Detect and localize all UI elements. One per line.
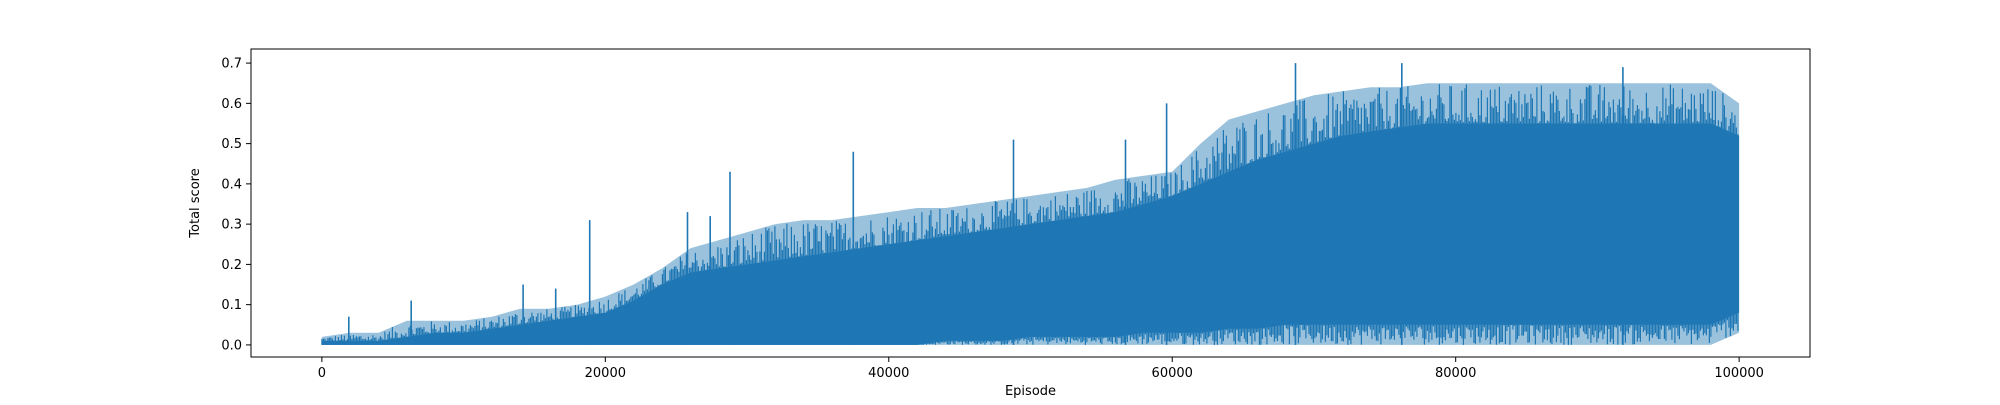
x-tick-label: 0 [318, 366, 326, 381]
y-tick-label: 0.0 [221, 338, 242, 353]
x-tick-label: 40000 [868, 366, 909, 381]
x-tick-label: 20000 [585, 366, 626, 381]
x-tick-label: 80000 [1435, 366, 1476, 381]
y-tick-label: 0.3 [221, 218, 242, 233]
series-peaks [347, 63, 1624, 345]
plot-area [250, 48, 1811, 358]
x-tick-label: 60000 [1152, 366, 1193, 381]
x-axis: 0 20000 40000 60000 80000 100000 [318, 357, 1764, 381]
x-axis-title: Episode [1005, 384, 1056, 399]
y-tick-label: 0.2 [221, 258, 242, 273]
y-tick-label: 0.1 [221, 298, 242, 313]
y-tick-label: 0.6 [221, 97, 242, 112]
y-tick-label: 0.7 [221, 57, 242, 72]
y-tick-label: 0.4 [221, 177, 242, 192]
series-line [321, 84, 1739, 345]
series-oscillation [321, 84, 1739, 345]
x-tick-label: 100000 [1714, 366, 1764, 381]
series-layer [321, 63, 1740, 345]
y-axis-title: Total score [188, 168, 203, 238]
y-tick-label: 0.5 [221, 137, 242, 152]
axes-frame [250, 48, 1811, 358]
y-axis: 0.0 0.1 0.2 0.3 0.4 0.5 0.6 0.7 [221, 57, 251, 353]
